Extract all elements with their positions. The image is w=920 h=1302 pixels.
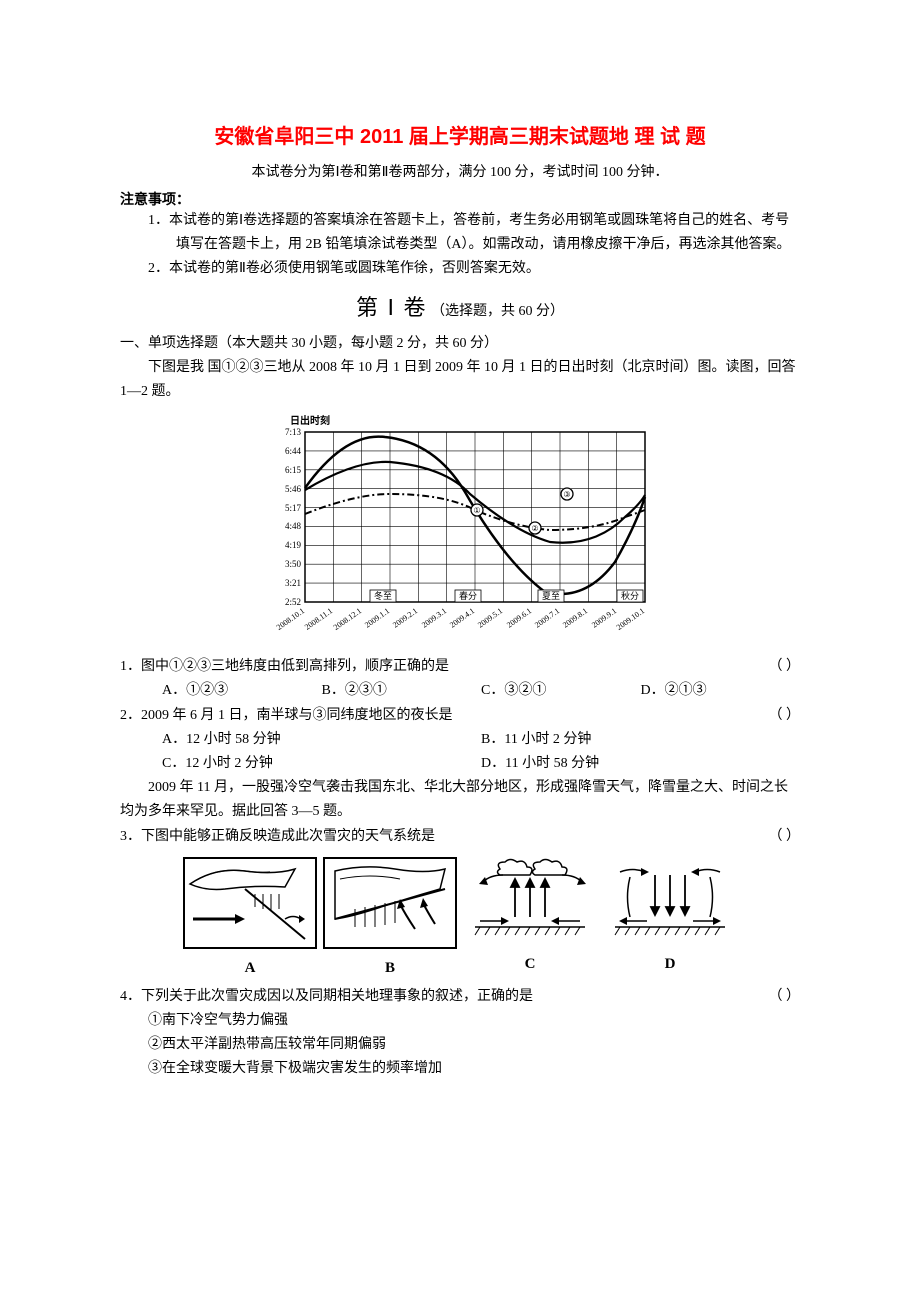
question-4: 4．下列关于此次雪灾成因以及同期相关地理事象的叙述，正确的是 （ ） ①南下冷空… <box>120 985 800 1080</box>
svg-text:4:48: 4:48 <box>285 521 302 531</box>
diagram-b-label: B <box>320 960 460 977</box>
q3-stem: 3．下图中能够正确反映造成此次雪灾的天气系统是 <box>120 825 769 849</box>
svg-text:2008.12.1: 2008.12.1 <box>332 606 363 632</box>
question-3: 3．下图中能够正确反映造成此次雪灾的天气系统是 （ ） <box>120 825 800 849</box>
svg-text:2009.9.1: 2009.9.1 <box>590 606 618 629</box>
svg-text:5:46: 5:46 <box>285 484 302 494</box>
svg-text:秋分: 秋分 <box>621 590 639 601</box>
q1-options: A．①②③ B．②③① C．③②① D．②①③ <box>162 679 800 703</box>
svg-text:3:50: 3:50 <box>285 559 302 569</box>
q4-stem: 4．下列关于此次雪灾成因以及同期相关地理事象的叙述，正确的是 <box>120 985 769 1009</box>
q2-opt-c: C．12 小时 2 分钟 <box>162 752 481 776</box>
svg-text:2008.11.1: 2008.11.1 <box>303 606 334 632</box>
svg-text:2009.4.1: 2009.4.1 <box>448 606 476 629</box>
svg-text:2008.10.1: 2008.10.1 <box>275 606 306 632</box>
diagram-b: B <box>320 857 460 977</box>
section-heading: 一、单项选择题（本大题共 30 小题，每小题 2 分，共 60 分） <box>120 332 800 356</box>
chart-yticks: 7:13 6:44 6:15 5:46 5:17 4:48 4:19 3:50 … <box>285 427 302 607</box>
svg-text:春分: 春分 <box>459 590 477 601</box>
svg-text:②: ② <box>531 524 538 533</box>
question-1: 1．图中①②③三地纬度由低到高排列，顺序正确的是 （ ） A．①②③ B．②③①… <box>120 655 800 703</box>
q2-blank: （ ） <box>769 704 801 728</box>
q1-stem: 1．图中①②③三地纬度由低到高排列，顺序正确的是 <box>120 655 769 679</box>
question-intro-2: 2009 年 11 月，一股强冷空气袭击我国东北、华北大部分地区，形成强降雪天气… <box>120 776 800 824</box>
q4-sub-2: ②西太平洋副热带高压较常年同期偏弱 <box>148 1033 800 1057</box>
q3-blank: （ ） <box>769 825 801 849</box>
q2-opt-d: D．11 小时 58 分钟 <box>481 752 800 776</box>
diagram-a-label: A <box>180 960 320 977</box>
page-title: 安徽省阜阳三中 2011 届上学期高三期末试题地 理 试 题 <box>120 120 800 149</box>
svg-text:2009.8.1: 2009.8.1 <box>561 606 589 629</box>
svg-text:4:19: 4:19 <box>285 540 302 550</box>
svg-text:7:13: 7:13 <box>285 427 302 437</box>
notice-item-1: 1．本试卷的第Ⅰ卷选择题的答案填涂在答题卡上，答卷前，考生务必用钢笔或圆珠笔将自… <box>148 209 800 257</box>
diagram-d-label: D <box>600 956 740 973</box>
svg-text:2009.10.1: 2009.10.1 <box>615 606 646 632</box>
svg-text:6:44: 6:44 <box>285 446 302 456</box>
notice-item-2: 2．本试卷的第Ⅱ卷必须使用钢笔或圆珠笔作徐，否则答案无效。 <box>148 257 800 281</box>
diagram-a: A <box>180 857 320 977</box>
svg-text:2009.2.1: 2009.2.1 <box>391 606 419 629</box>
sunrise-chart-svg: 日出时刻 <box>245 412 675 642</box>
svg-text:①: ① <box>473 506 480 515</box>
q1-opt-d: D．②①③ <box>641 679 801 703</box>
sunrise-chart: 日出时刻 <box>120 412 800 647</box>
svg-text:5:17: 5:17 <box>285 503 302 513</box>
svg-text:2:52: 2:52 <box>285 597 301 607</box>
page-subtitle: 本试卷分为第Ⅰ卷和第Ⅱ卷两部分，满分 100 分，考试时间 100 分钟． <box>120 161 800 181</box>
svg-text:夏至: 夏至 <box>542 591 560 601</box>
q2-opt-b: B．11 小时 2 分钟 <box>481 728 800 752</box>
part-heading-small: （选择题，共 60 分） <box>431 304 564 319</box>
q1-blank: （ ） <box>769 655 801 679</box>
svg-text:3:21: 3:21 <box>285 578 301 588</box>
chart-ylabel: 日出时刻 <box>290 414 330 427</box>
q4-blank: （ ） <box>769 985 801 1009</box>
svg-text:③: ③ <box>563 490 570 499</box>
diagram-d: D <box>600 857 740 977</box>
svg-text:2009.6.1: 2009.6.1 <box>505 606 533 629</box>
q4-sub-3: ③在全球变暖大背景下极端灾害发生的频率增加 <box>148 1057 800 1081</box>
question-2: 2．2009 年 6 月 1 日，南半球与③同纬度地区的夜长是 （ ） A．12… <box>120 704 800 775</box>
q1-opt-c: C．③②① <box>481 679 641 703</box>
svg-text:2009.1.1: 2009.1.1 <box>363 606 391 629</box>
svg-text:6:15: 6:15 <box>285 465 302 475</box>
svg-text:2009.7.1: 2009.7.1 <box>533 606 561 629</box>
q2-options: A．12 小时 58 分钟 B．11 小时 2 分钟 C．12 小时 2 分钟 … <box>162 728 800 776</box>
q2-stem: 2．2009 年 6 月 1 日，南半球与③同纬度地区的夜长是 <box>120 704 769 728</box>
q1-opt-a: A．①②③ <box>162 679 322 703</box>
notice-heading: 注意事项： <box>120 189 800 209</box>
part-heading: 第 Ⅰ 卷 （选择题，共 60 分） <box>120 290 800 322</box>
chart-xticks: 2008.10.1 2008.11.1 2008.12.1 2009.1.1 2… <box>275 606 646 632</box>
weather-diagrams: A B <box>120 857 800 977</box>
exam-page: 安徽省阜阳三中 2011 届上学期高三期末试题地 理 试 题 本试卷分为第Ⅰ卷和… <box>0 0 920 1302</box>
diagram-c: C <box>460 857 600 977</box>
diagram-c-label: C <box>460 956 600 973</box>
part-heading-big: 第 Ⅰ 卷 <box>356 295 428 320</box>
q1-opt-b: B．②③① <box>322 679 482 703</box>
svg-text:冬至: 冬至 <box>374 590 392 601</box>
svg-text:2009.3.1: 2009.3.1 <box>420 606 448 629</box>
svg-text:2009.5.1: 2009.5.1 <box>476 606 504 629</box>
q2-opt-a: A．12 小时 58 分钟 <box>162 728 481 752</box>
q4-sub-1: ①南下冷空气势力偏强 <box>148 1009 800 1033</box>
question-intro-1: 下图是我 国①②③三地从 2008 年 10 月 1 日到 2009 年 10 … <box>120 356 800 404</box>
